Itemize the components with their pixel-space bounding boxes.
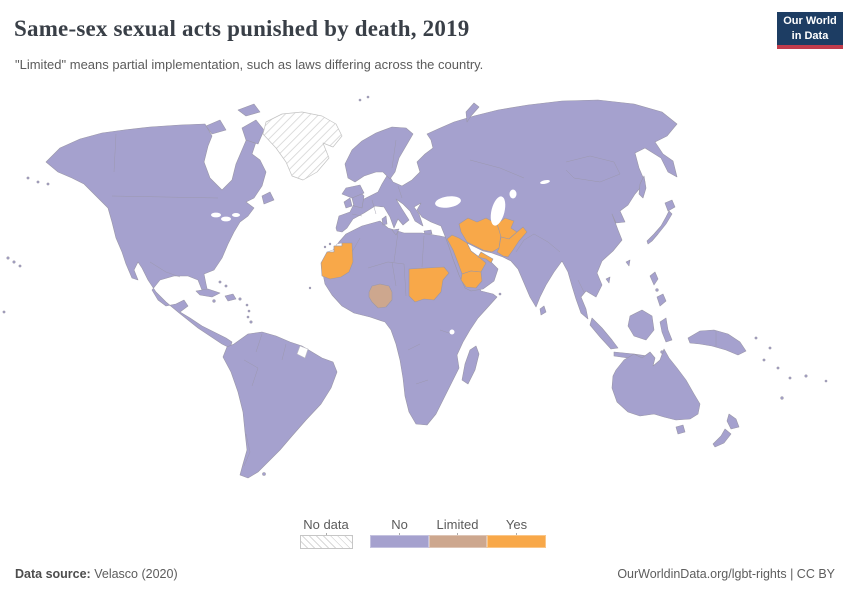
legend-label-no-data[interactable]: No data (303, 517, 349, 532)
iceland[interactable] (341, 184, 365, 199)
sri-lanka[interactable] (539, 305, 547, 316)
north-america[interactable] (45, 123, 267, 349)
world-map[interactable] (0, 85, 850, 505)
legend-swatch-no[interactable] (370, 535, 429, 548)
french-guiana-no-data[interactable] (296, 345, 309, 359)
country-uae-qatar[interactable] (477, 251, 494, 264)
legend-swatch-limited[interactable] (429, 535, 487, 548)
indonesia[interactable] (589, 309, 673, 361)
owid-logo[interactable]: Our World in Data (777, 12, 843, 49)
new-zealand[interactable] (712, 413, 740, 448)
data-source-value: Velasco (2020) (94, 567, 178, 581)
legend-swatch-no-data[interactable] (300, 535, 353, 549)
mediterranean-islands[interactable] (381, 215, 433, 236)
legend-label-no[interactable]: No (391, 517, 408, 532)
data-source: Data source: Velasco (2020) (15, 567, 178, 581)
novaya-zemlya[interactable] (465, 102, 480, 123)
small-islands (2, 95, 828, 476)
eurasia[interactable] (335, 99, 678, 320)
korea-taiwan-hainan[interactable] (605, 259, 631, 284)
country-nigeria[interactable] (368, 283, 393, 309)
data-source-label: Data source: (15, 567, 91, 581)
philippines[interactable] (649, 271, 667, 307)
madagascar[interactable] (461, 345, 480, 385)
page-title: Same-sex sexual acts punished by death, … (14, 16, 470, 41)
country-yemen[interactable] (460, 270, 483, 289)
legend-label-yes[interactable]: Yes (505, 517, 528, 532)
country-pakistan[interactable] (496, 226, 528, 258)
legend-label-limited[interactable]: Limited (436, 517, 479, 532)
south-america[interactable] (222, 331, 338, 479)
chart-footer: Data source: Velasco (2020) OurWorldinDa… (0, 567, 850, 587)
greenland-no-data[interactable] (262, 111, 343, 181)
owid-logo-line1: Our World (783, 15, 837, 28)
legend-swatch-yes[interactable] (487, 535, 546, 548)
credit-link[interactable]: OurWorldinData.org/lgbt-rights | CC BY (617, 567, 835, 581)
country-saudi-arabia[interactable] (446, 234, 487, 275)
sakhalin[interactable] (638, 175, 647, 199)
australia[interactable] (611, 348, 701, 421)
japan[interactable] (646, 199, 676, 245)
lakes (211, 179, 550, 335)
countries-yes-category[interactable] (320, 217, 528, 303)
scandinavia[interactable] (344, 126, 414, 183)
country-mauritania[interactable] (320, 242, 354, 280)
owid-logo-line2: in Data (791, 29, 829, 42)
new-guinea[interactable] (687, 329, 747, 356)
chart-subtitle: "Limited" means partial implementation, … (15, 57, 484, 72)
tasmania[interactable] (675, 424, 686, 435)
country-sudan[interactable] (408, 266, 450, 303)
arctic-islands[interactable] (205, 103, 275, 205)
caribbean-islands[interactable] (195, 288, 237, 302)
map-legend: No data No Limited Yes (0, 514, 850, 554)
